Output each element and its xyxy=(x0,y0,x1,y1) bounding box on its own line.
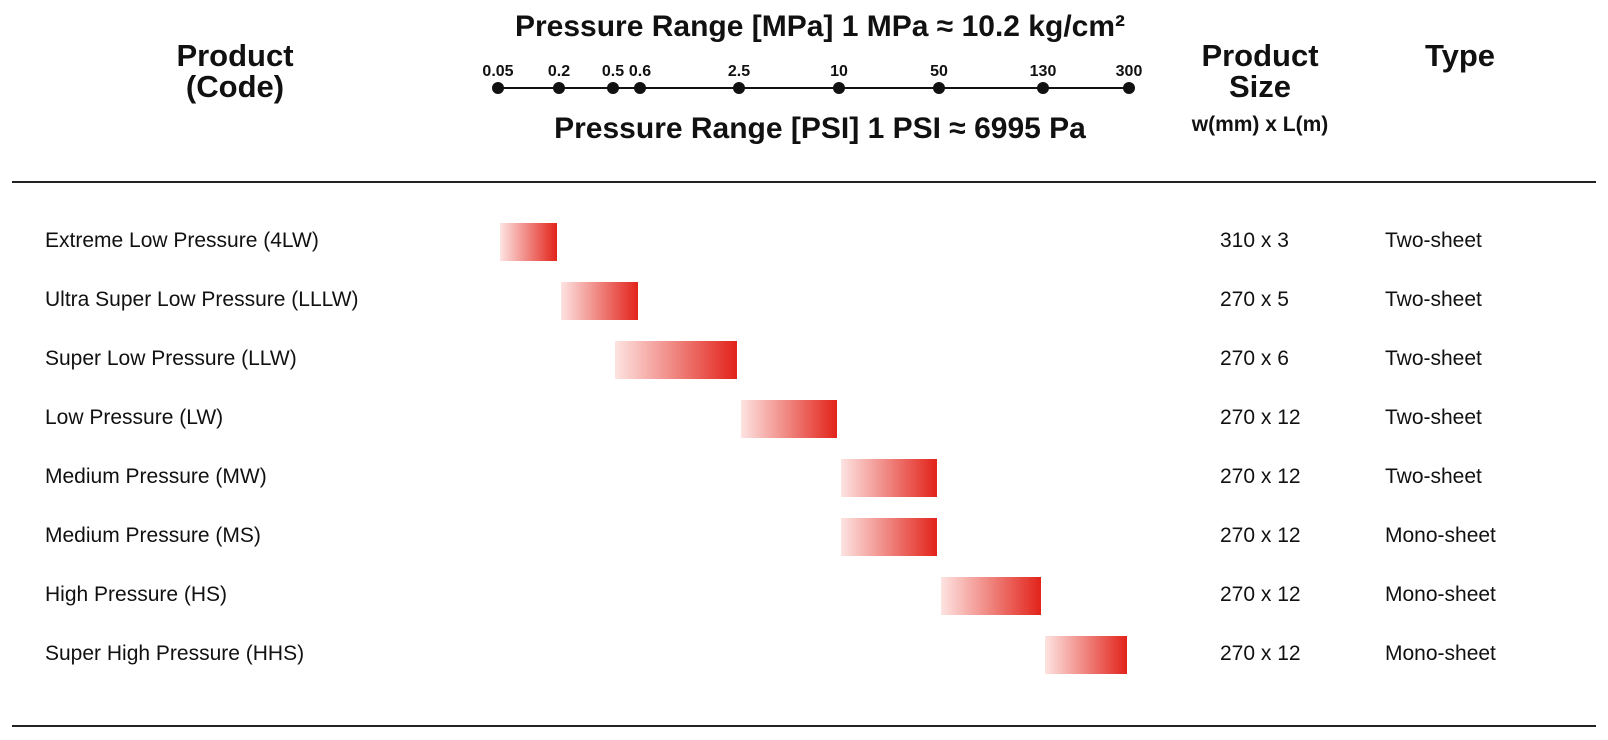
product-name: High Pressure (HS) xyxy=(45,583,228,606)
product-size: 270 x 6 xyxy=(1220,347,1289,370)
axis-tick-label: 0.5 xyxy=(602,63,624,80)
product-size: 270 x 5 xyxy=(1220,288,1289,311)
chart-title-mpa: Pressure Range [MPa] 1 MPa ≈ 10.2 kg/cm² xyxy=(514,10,1126,43)
product-type: Mono-sheet xyxy=(1385,524,1496,547)
product-type: Mono-sheet xyxy=(1385,583,1496,606)
header-product-line2: (Code) xyxy=(185,69,285,104)
axis-tick-0.6 xyxy=(634,82,646,94)
product-row: Low Pressure (LW) 270 x 12 Two-sheet xyxy=(0,398,1608,438)
product-size: 270 x 12 xyxy=(1220,524,1301,547)
product-name: Medium Pressure (MW) xyxy=(45,465,267,488)
axis-tick-0.2 xyxy=(553,82,565,94)
product-name: Low Pressure (LW) xyxy=(45,406,224,429)
product-name: Ultra Super Low Pressure (LLLW) xyxy=(45,288,359,311)
axis-tick-0.5 xyxy=(607,82,619,94)
axis-tick-50 xyxy=(933,82,945,94)
axis-tick-2.5 xyxy=(733,82,745,94)
pressure-axis: 0.05 0.2 0.5 0.6 2.5 10 50 130 300 xyxy=(482,63,1143,94)
product-size: 270 x 12 xyxy=(1220,583,1301,606)
header-size-unit: w(mm) x L(m) xyxy=(1191,113,1329,136)
axis-tick-10 xyxy=(833,82,845,94)
product-size: 310 x 3 xyxy=(1220,229,1289,252)
header-size: Product Size xyxy=(1180,40,1340,102)
header-size-line1: Product xyxy=(1201,38,1319,73)
product-name: Extreme Low Pressure (4LW) xyxy=(45,229,319,252)
axis-tick-label: 2.5 xyxy=(728,63,750,80)
axis-tick-label: 50 xyxy=(930,63,948,80)
product-type: Two-sheet xyxy=(1385,347,1482,370)
product-type: Mono-sheet xyxy=(1385,642,1496,665)
product-name: Super High Pressure (HHS) xyxy=(45,642,305,665)
product-row: Ultra Super Low Pressure (LLLW) 270 x 5 Tw… xyxy=(0,280,1608,320)
footer-divider xyxy=(12,725,1596,727)
chart-title-psi: Pressure Range [PSI] 1 PSI ≈ 6995 Pa xyxy=(554,112,1086,145)
product-size: 270 x 12 xyxy=(1220,642,1301,665)
axis-tick-label: 300 xyxy=(1116,63,1143,80)
product-type: Two-sheet xyxy=(1385,465,1482,488)
axis-tick-label: 0.05 xyxy=(482,63,513,80)
product-type: Two-sheet xyxy=(1385,406,1482,429)
product-row: Super High Pressure (HHS) 270 x 12 Mono-sh… xyxy=(0,634,1608,674)
product-size: 270 x 12 xyxy=(1220,406,1301,429)
header-product-line1: Product xyxy=(176,38,294,73)
header-divider xyxy=(12,181,1596,183)
axis-tick-0.05 xyxy=(492,82,504,94)
axis-tick-label: 10 xyxy=(830,63,848,80)
product-name: Super Low Pressure (LLW) xyxy=(45,347,297,370)
axis-tick-300 xyxy=(1123,82,1135,94)
product-type: Two-sheet xyxy=(1385,288,1482,311)
axis-tick-label: 0.2 xyxy=(548,63,570,80)
product-row: Medium Pressure (MW) 270 x 12 Two-sheet xyxy=(0,457,1608,497)
product-row: Extreme Low Pressure (4LW) 310 x 3 Two-she… xyxy=(0,221,1608,261)
header-type: Type xyxy=(1424,38,1496,73)
product-type: Two-sheet xyxy=(1385,229,1482,252)
header-product: Product (Code) xyxy=(120,40,350,102)
product-row: Medium Pressure (MS) 270 x 12 Mono-sheet xyxy=(0,516,1608,556)
product-row: High Pressure (HS) 270 x 12 Mono-sheet xyxy=(0,575,1608,615)
axis-tick-label: 0.6 xyxy=(629,63,651,80)
axis-tick-130 xyxy=(1037,82,1049,94)
header-size-line2: Size xyxy=(1228,69,1292,104)
product-row: Super Low Pressure (LLW) 270 x 6 Two-sheet xyxy=(0,339,1608,379)
axis-tick-label: 130 xyxy=(1030,63,1057,80)
product-size: 270 x 12 xyxy=(1220,465,1301,488)
product-name: Medium Pressure (MS) xyxy=(45,524,261,547)
